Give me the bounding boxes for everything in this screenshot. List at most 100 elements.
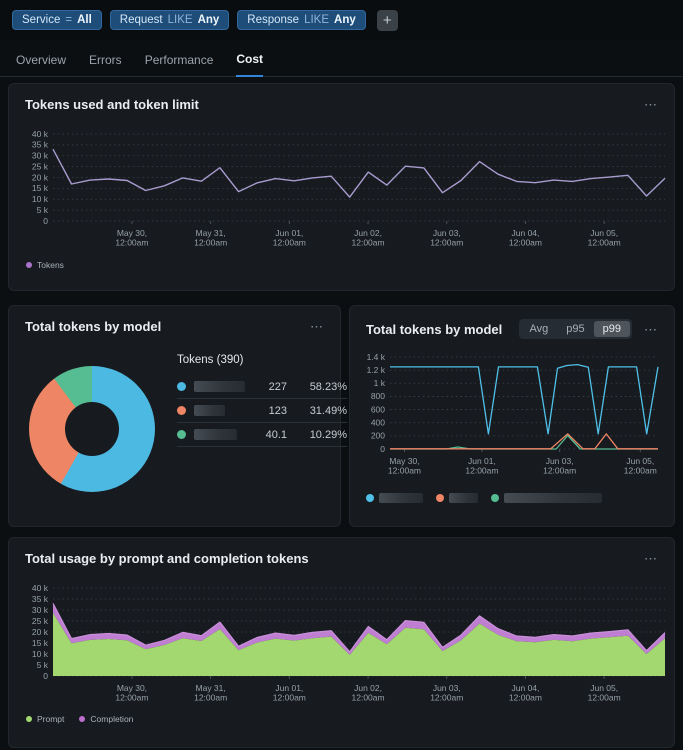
chart-legend: Tokens [26, 260, 674, 270]
svg-text:May 30,12:00am: May 30, 12:00am [115, 228, 148, 248]
tokens-table: Tokens (390) 227 58.23% 123 31.49% [177, 350, 347, 447]
svg-text:35 k: 35 k [32, 594, 49, 604]
series-color-dot [177, 406, 186, 415]
tab-errors[interactable]: Errors [89, 53, 122, 67]
svg-text:0: 0 [43, 671, 48, 681]
filter-chip-response[interactable]: Response LIKE Any [237, 10, 366, 30]
svg-text:30 k: 30 k [32, 605, 49, 615]
panel-title: Total tokens by model [25, 319, 162, 334]
svg-text:35 k: 35 k [32, 140, 49, 150]
svg-text:1 k: 1 k [374, 378, 386, 388]
toggle-p99[interactable]: p99 [593, 321, 630, 337]
series-color-dot [26, 716, 32, 722]
filter-field: Service [22, 14, 61, 26]
table-row: 40.1 10.29% [177, 423, 347, 447]
legend-item-completion[interactable]: Completion [79, 714, 133, 724]
svg-text:10 k: 10 k [32, 649, 49, 659]
table-header: Tokens (390) [177, 354, 244, 366]
usage-area-chart: 40 k35 k30 k25 k20 k15 k10 k5 k0 May 30, 1… [32, 583, 666, 703]
tab-overview[interactable]: Overview [16, 53, 67, 67]
svg-text:600: 600 [371, 404, 385, 414]
series-color-dot [436, 494, 444, 502]
panel-header: Total tokens by model ⋯ [9, 306, 340, 334]
svg-text:40 k: 40 k [32, 129, 49, 139]
series-color-dot [177, 382, 186, 391]
svg-text:40 k: 40 k [32, 583, 49, 593]
plus-icon: + [382, 11, 392, 29]
svg-text:Jun 05,12:00am: Jun 05, 12:00am [624, 456, 657, 476]
svg-text:May 30,12:00am: May 30, 12:00am [388, 456, 421, 476]
svg-text:200: 200 [371, 431, 385, 441]
svg-text:Jun 03,12:00am: Jun 03, 12:00am [543, 456, 576, 476]
redacted-model-name [449, 493, 478, 503]
more-menu-icon[interactable]: ⋯ [644, 321, 658, 337]
panel-title: Total tokens by model [366, 321, 503, 337]
more-menu-icon[interactable]: ⋯ [310, 319, 324, 334]
filter-field: Response [247, 14, 300, 26]
legend-item-prompt[interactable]: Prompt [26, 714, 64, 724]
svg-text:Jun 01,12:00am: Jun 01, 12:00am [273, 228, 306, 248]
tab-cost[interactable]: Cost [236, 52, 264, 77]
svg-text:20 k: 20 k [32, 627, 49, 637]
dashboard-body: Tokens used and token limit ⋯ 40 k 35 k 30… [0, 77, 683, 748]
svg-text:5 k: 5 k [37, 660, 49, 670]
legend-label: Prompt [37, 714, 65, 724]
series-color-dot [366, 494, 374, 502]
toggle-p95[interactable]: p95 [566, 323, 585, 335]
legend-item-model-1[interactable] [366, 493, 423, 503]
tab-bar: Overview Errors Performance Cost [0, 40, 683, 77]
redacted-model-name [194, 429, 237, 440]
legend-item-model-3[interactable] [491, 493, 602, 503]
svg-text:400: 400 [371, 418, 385, 428]
more-menu-icon[interactable]: ⋯ [644, 97, 658, 112]
tokens-donut-chart [29, 366, 155, 492]
svg-text:Jun 02,12:00am: Jun 02, 12:00am [352, 228, 385, 248]
token-percent: 58.23% [309, 380, 347, 393]
filter-operator: LIKE [167, 14, 193, 26]
table-row: 123 31.49% [177, 399, 347, 423]
panel-header-controls: Avg p95 p99 ⋯ [518, 319, 658, 339]
panel-usage-by-tokens: Total usage by prompt and completion tok… [8, 537, 675, 748]
legend-item-tokens[interactable]: Tokens [26, 260, 64, 270]
panel-header: Tokens used and token limit ⋯ [9, 84, 674, 112]
svg-text:Jun 03,12:00am: Jun 03, 12:00am [430, 228, 463, 248]
svg-text:May 30,12:00am: May 30, 12:00am [115, 683, 148, 703]
svg-text:1.2 k: 1.2 k [367, 365, 386, 375]
panel-title: Tokens used and token limit [25, 97, 199, 112]
svg-text:Jun 01,12:00am: Jun 01, 12:00am [273, 683, 306, 703]
svg-text:Jun 02,12:00am: Jun 02, 12:00am [352, 683, 385, 703]
token-value: 123 [268, 404, 287, 417]
filter-value: Any [334, 14, 356, 26]
svg-text:1.4 k: 1.4 k [367, 352, 386, 362]
legend-item-model-2[interactable] [436, 493, 478, 503]
donut-panel-body: Tokens (390) 227 58.23% 123 31.49% [9, 334, 347, 492]
series-color-dot [79, 716, 86, 722]
filter-chip-request[interactable]: Request LIKE Any [109, 10, 230, 30]
token-percent: 31.49% [309, 404, 347, 417]
more-menu-icon[interactable]: ⋯ [644, 551, 658, 566]
tab-performance[interactable]: Performance [144, 53, 214, 67]
svg-text:Jun 04,12:00am: Jun 04, 12:00am [509, 228, 542, 248]
panel-tokens-by-model-donut: Total tokens by model ⋯ Tokens (390) 227… [8, 305, 347, 527]
panel-header: Total tokens by model Avg p95 p99 ⋯ [350, 306, 674, 339]
filter-operator: LIKE [304, 14, 330, 26]
panel-title: Total usage by prompt and completion tok… [25, 551, 309, 566]
table-row: 227 58.23% [177, 375, 347, 399]
filter-operator: = [65, 14, 73, 26]
filter-field: Request [119, 14, 163, 26]
toggle-avg[interactable]: Avg [529, 323, 549, 335]
svg-text:5 k: 5 k [37, 205, 49, 215]
redacted-model-name [194, 405, 225, 416]
filter-chip-service[interactable]: Service = All [12, 10, 102, 30]
filter-value: All [77, 14, 92, 26]
svg-text:May 31,12:00am: May 31, 12:00am [194, 683, 227, 703]
tokens-line-chart: 40 k35 k30 k25 k20 k15 k10 k5 k0 May 30, 1… [32, 129, 666, 248]
chart-legend [366, 493, 674, 503]
add-filter-button[interactable]: + [376, 9, 398, 31]
svg-text:25 k: 25 k [32, 616, 49, 626]
svg-text:Jun 03,12:00am: Jun 03, 12:00am [430, 683, 463, 703]
panel-tokens-by-model-percentile: Total tokens by model Avg p95 p99 ⋯ 1.4 … [349, 305, 675, 527]
legend-label: Tokens [37, 260, 64, 270]
svg-text:0: 0 [380, 444, 385, 454]
